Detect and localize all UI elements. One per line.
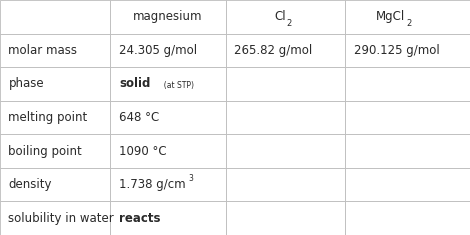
Text: solubility in water: solubility in water bbox=[8, 212, 114, 225]
Text: density: density bbox=[8, 178, 52, 191]
Text: solid: solid bbox=[119, 77, 150, 90]
Bar bbox=[110, 34, 226, 67]
Bar bbox=[226, 34, 345, 67]
Bar bbox=[345, 101, 470, 134]
Bar bbox=[345, 168, 470, 201]
Bar bbox=[226, 201, 345, 235]
Bar bbox=[226, 0, 345, 34]
Bar bbox=[345, 0, 470, 34]
Text: melting point: melting point bbox=[8, 111, 88, 124]
Text: 2: 2 bbox=[406, 19, 412, 28]
Bar bbox=[345, 34, 470, 67]
Text: 1.738 g/cm: 1.738 g/cm bbox=[119, 178, 186, 191]
Bar bbox=[0, 0, 110, 34]
Bar bbox=[0, 168, 110, 201]
Bar bbox=[226, 67, 345, 101]
Bar bbox=[226, 134, 345, 168]
Text: 2: 2 bbox=[286, 19, 292, 28]
Bar bbox=[110, 67, 226, 101]
Text: 3: 3 bbox=[188, 174, 193, 183]
Bar bbox=[345, 201, 470, 235]
Text: MgCl: MgCl bbox=[376, 10, 405, 23]
Bar bbox=[110, 201, 226, 235]
Bar bbox=[0, 201, 110, 235]
Text: 290.125 g/mol: 290.125 g/mol bbox=[354, 44, 439, 57]
Bar bbox=[110, 168, 226, 201]
Text: 24.305 g/mol: 24.305 g/mol bbox=[119, 44, 197, 57]
Bar bbox=[226, 101, 345, 134]
Text: 265.82 g/mol: 265.82 g/mol bbox=[234, 44, 312, 57]
Text: boiling point: boiling point bbox=[8, 145, 82, 158]
Bar bbox=[0, 34, 110, 67]
Text: (at STP): (at STP) bbox=[159, 81, 194, 90]
Text: 1090 °C: 1090 °C bbox=[119, 145, 166, 158]
Text: reacts: reacts bbox=[119, 212, 160, 225]
Bar bbox=[110, 0, 226, 34]
Bar bbox=[110, 134, 226, 168]
Bar bbox=[345, 67, 470, 101]
Text: phase: phase bbox=[8, 77, 44, 90]
Bar bbox=[345, 134, 470, 168]
Text: magnesium: magnesium bbox=[133, 10, 203, 23]
Bar bbox=[0, 134, 110, 168]
Text: molar mass: molar mass bbox=[8, 44, 78, 57]
Bar bbox=[226, 168, 345, 201]
Bar bbox=[0, 101, 110, 134]
Bar bbox=[0, 67, 110, 101]
Bar bbox=[110, 101, 226, 134]
Text: 648 °C: 648 °C bbox=[119, 111, 159, 124]
Text: Cl: Cl bbox=[274, 10, 285, 23]
